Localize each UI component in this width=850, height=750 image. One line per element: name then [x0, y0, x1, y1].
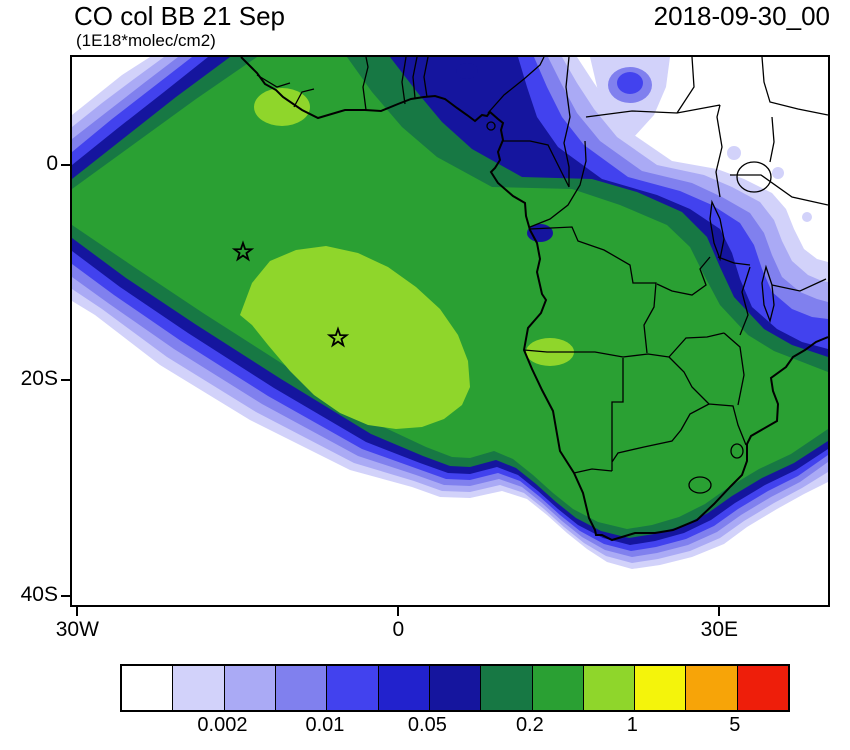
colorbar-label: 0.05 — [407, 714, 447, 736]
colorbar-label: 0.01 — [305, 714, 345, 736]
star-marker-2 — [326, 326, 350, 348]
colorbar-label: 5 — [729, 714, 741, 736]
colorbar-cell — [531, 666, 583, 710]
units-label: (1E18*molec/cm2) — [76, 31, 216, 50]
x-axis-tick-label: 30E — [700, 618, 739, 641]
colorbar-label: 0.2 — [515, 714, 544, 736]
colorbar-cell — [428, 666, 481, 710]
contour-map — [72, 57, 828, 605]
colorbar-cell — [582, 666, 635, 710]
map-plot-area — [70, 55, 830, 607]
y-axis-tick — [61, 379, 70, 382]
lake-victoria — [736, 161, 772, 193]
contour-speckle — [802, 212, 812, 222]
colorbar-cell — [326, 666, 378, 710]
colorbar-cell — [634, 666, 686, 710]
colorbar-cell — [274, 666, 327, 710]
colorbar-cell — [480, 666, 532, 710]
plot-title: CO col BB 21 Sep — [74, 1, 285, 31]
contour-spot-navy — [456, 63, 478, 79]
y-axis-tick — [61, 163, 70, 166]
x-axis-tick-label: 30W — [55, 618, 99, 641]
markers — [231, 240, 350, 348]
y-axis-tick — [61, 594, 70, 597]
colorbar-cell — [122, 666, 173, 710]
bioko-island — [486, 121, 496, 131]
x-axis-tick-label: 0 — [392, 618, 405, 641]
timestamp-label: 2018-09-30_00 — [653, 1, 830, 31]
contour-core-patch-north — [254, 88, 310, 126]
eswatini-border — [730, 443, 744, 459]
geography — [240, 57, 828, 542]
colorbar-cell — [377, 666, 429, 710]
contour-speckle — [772, 167, 784, 179]
colorbar-label: 0.002 — [197, 714, 248, 736]
y-axis-tick-label: 20S — [20, 367, 58, 391]
lake-malawi — [761, 264, 775, 324]
contour-layer-0.5-core — [240, 246, 470, 429]
x-axis-tick — [718, 607, 721, 616]
star-marker-1 — [231, 240, 255, 262]
colorbar-cell — [223, 666, 275, 710]
contour-fill-layers — [72, 57, 828, 569]
x-axis-tick — [76, 607, 79, 616]
contour-layer-0.2 — [72, 57, 828, 529]
y-axis-tick-label: 40S — [20, 582, 58, 606]
y-axis-tick-label: 0 — [46, 151, 58, 175]
colorbar-label: 1 — [626, 714, 638, 736]
x-axis-tick — [397, 607, 400, 616]
country-borders — [256, 57, 828, 474]
colorbar-cell — [172, 666, 224, 710]
colorbar-cell — [736, 666, 789, 710]
lake-tanganyika — [709, 199, 725, 262]
contour-speckle — [727, 146, 741, 160]
contour-patch-ne-blue — [617, 72, 643, 94]
colorbar-cell — [685, 666, 737, 710]
lesotho-border — [688, 476, 712, 494]
coastline — [240, 57, 828, 542]
colorbar — [120, 664, 790, 712]
